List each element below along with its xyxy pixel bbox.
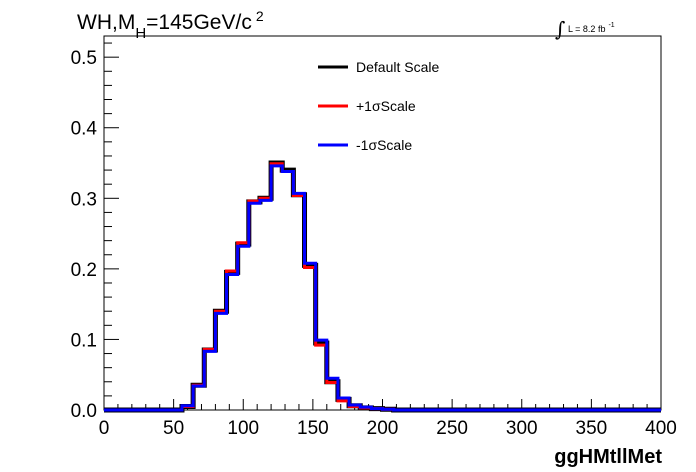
lumi-label: L = 8.2 fb -1 bbox=[568, 22, 615, 34]
title-main: WH,M bbox=[77, 11, 135, 34]
series-2 bbox=[104, 164, 661, 412]
plot-title: WH,MH=145GeV/c 2 bbox=[77, 8, 264, 42]
legend-label: -1σScale bbox=[356, 137, 412, 153]
lumi-text: L = 8.2 fb bbox=[568, 24, 605, 34]
title-subscript: H bbox=[135, 25, 146, 42]
y-tick-label: 0.4 bbox=[71, 119, 98, 140]
y-tick-label: 0.5 bbox=[71, 48, 97, 69]
x-tick-label: 400 bbox=[645, 418, 677, 439]
legend: Default Scale +1σScale -1σScale bbox=[318, 59, 439, 153]
y-tick-label: 0.3 bbox=[71, 189, 97, 210]
x-tick-label: 300 bbox=[506, 418, 538, 439]
axes: 0 50 100 150 200 250 300 350 400 0.0 0.1 0.2 0.3 0.4 0… bbox=[71, 42, 677, 439]
x-tick-label: 0 bbox=[99, 418, 110, 439]
y-tick-label: 0.2 bbox=[71, 260, 97, 281]
legend-label: +1σScale bbox=[356, 98, 416, 114]
lumi-superscript: -1 bbox=[608, 22, 614, 29]
series-1 bbox=[104, 162, 661, 412]
x-tick-label: 250 bbox=[436, 418, 468, 439]
title-superscript: 2 bbox=[256, 8, 264, 24]
series-layer bbox=[104, 160, 661, 413]
x-tick-label: 350 bbox=[576, 418, 608, 439]
x-tick-label: 100 bbox=[227, 418, 259, 439]
series-line bbox=[104, 160, 661, 413]
series-line bbox=[104, 164, 661, 412]
title-rest: =145GeV/c bbox=[146, 11, 252, 34]
series-0 bbox=[104, 160, 661, 413]
legend-label: Default Scale bbox=[356, 59, 439, 75]
plot-frame bbox=[103, 35, 662, 411]
x-axis-title: ggHMtllMet bbox=[554, 446, 662, 468]
lumi-integral-icon: ∫ bbox=[555, 17, 565, 41]
x-tick-label: 200 bbox=[367, 418, 399, 439]
series-line bbox=[104, 162, 661, 412]
y-tick-label: 0.1 bbox=[71, 330, 97, 351]
y-tick-label: 0.0 bbox=[71, 401, 97, 422]
x-tick-label: 150 bbox=[297, 418, 329, 439]
x-tick-label: 50 bbox=[163, 418, 184, 439]
